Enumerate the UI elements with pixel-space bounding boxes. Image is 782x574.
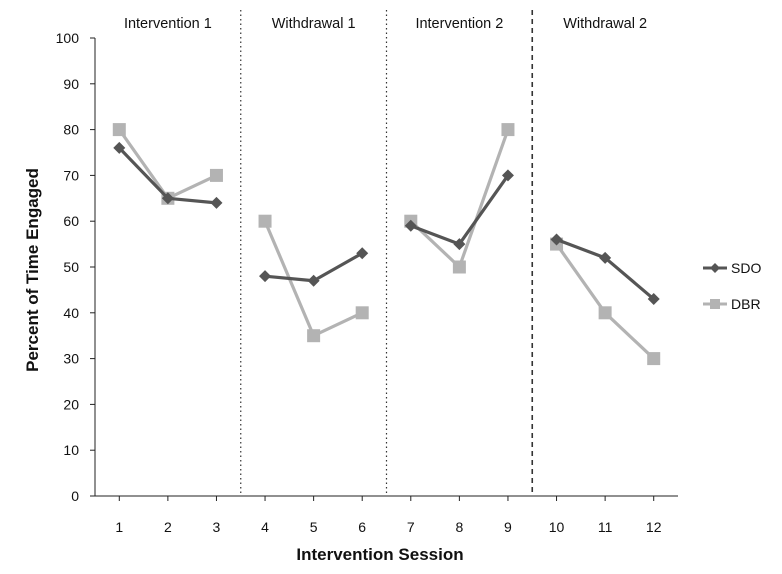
x-tick-label: 9 [504,519,512,535]
y-tick-label: 100 [56,30,80,46]
x-tick-label: 12 [646,519,662,535]
y-tick-label: 30 [63,351,79,367]
data-point-dbr [258,214,272,228]
legend-marker-dbr [710,299,720,309]
y-tick-label: 40 [63,305,79,321]
data-point-dbr [355,306,369,320]
data-point-sdo [453,238,466,251]
legend-marker-sdo [710,263,720,273]
data-point-dbr [307,329,321,343]
x-tick-label: 8 [455,519,463,535]
phase-label: Withdrawal 2 [563,16,647,32]
data-point-dbr [501,123,515,137]
series-lines [112,123,661,366]
y-axis-title: Percent of Time Engaged [23,168,42,372]
y-tick-label: 50 [63,259,79,275]
data-point-dbr [209,168,223,182]
y-tick-label: 90 [63,76,79,92]
y-tick-label: 70 [63,167,79,183]
phase-labels: Intervention 1 Withdrawal 1 Intervention 2… [124,16,647,32]
data-point-sdo [404,219,417,232]
legend-label-dbr: DBR [731,296,761,312]
series-line-sdo [555,238,655,301]
x-tick-label: 4 [261,519,269,535]
phase-label: Withdrawal 1 [272,16,356,32]
x-tick-label: 5 [310,519,318,535]
x-tick-label: 1 [115,519,123,535]
data-point-sdo [501,169,514,182]
y-tick-label: 0 [71,488,79,504]
data-point-dbr [452,260,466,274]
y-tick-label: 10 [63,442,79,458]
phase-label: Intervention 2 [415,16,503,32]
x-tick-label: 2 [164,519,172,535]
data-point-sdo [161,192,174,205]
x-tick-label: 3 [213,519,221,535]
legend: SDO DBR [703,260,761,312]
legend-label-sdo: SDO [731,260,761,276]
phase-dividers [240,10,534,496]
data-point-dbr [112,123,126,137]
data-point-sdo [259,270,272,283]
data-point-dbr [647,352,661,366]
y-tick-label: 20 [63,396,79,412]
x-tick-label: 10 [549,519,565,535]
x-axis-title: Intervention Session [296,545,463,564]
x-tick-label: 7 [407,519,415,535]
y-tick-label: 60 [63,213,79,229]
x-tick-label: 6 [358,519,366,535]
y-tick-label: 80 [63,122,79,138]
x-tick-label: 11 [598,519,613,535]
data-point-sdo [356,247,369,260]
data-point-sdo [647,293,660,306]
data-point-sdo [550,233,563,246]
data-point-dbr [598,306,612,320]
data-point-sdo [113,141,126,154]
data-point-sdo [210,196,223,209]
phase-label: Intervention 1 [124,16,212,32]
data-point-sdo [599,251,612,264]
data-point-sdo [307,274,320,287]
